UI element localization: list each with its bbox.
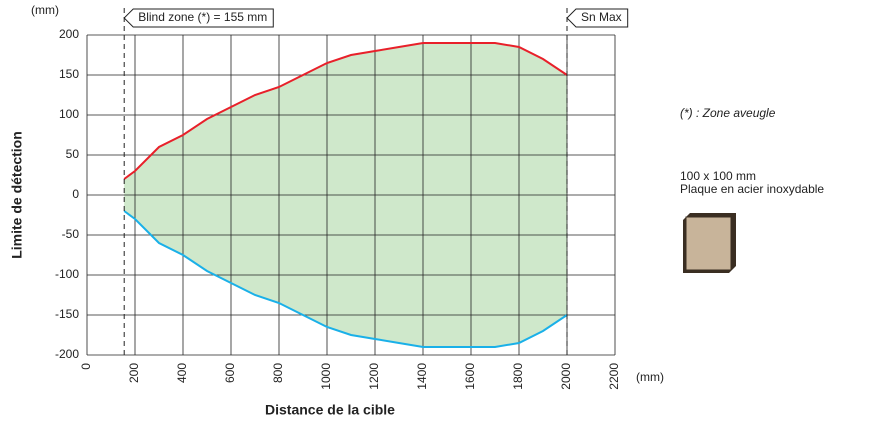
y-unit: (mm): [31, 3, 59, 17]
x-axis-title: Distance de la cible: [265, 402, 395, 418]
x-tick-label: 600: [223, 363, 237, 383]
y-tick-label: 150: [59, 67, 79, 81]
x-tick-label: 2200: [607, 363, 621, 390]
y-axis-title: Limite de détection: [9, 131, 25, 259]
y-tick-label: -200: [55, 347, 79, 361]
x-tick-label: 200: [127, 363, 141, 383]
note: (*) : Zone aveugle: [680, 106, 776, 120]
note: Plaque en acier inoxydable: [680, 182, 824, 196]
x-tick-label: 400: [175, 363, 189, 383]
x-tick-label: 1200: [367, 363, 381, 390]
y-tick-label: -100: [55, 267, 79, 281]
marker-label: Sn Max: [581, 10, 622, 24]
y-tick-label: 50: [66, 147, 80, 161]
y-tick-label: -50: [62, 227, 80, 241]
note: 100 x 100 mm: [680, 169, 756, 183]
y-tick-label: 100: [59, 107, 79, 121]
y-tick-label: 0: [72, 187, 79, 201]
x-tick-label: 1400: [415, 363, 429, 390]
x-tick-label: 1000: [319, 363, 333, 390]
x-unit: (mm): [636, 370, 664, 384]
x-tick-label: 0: [79, 363, 93, 370]
x-tick-label: 1800: [511, 363, 525, 390]
x-tick-label: 1600: [463, 363, 477, 390]
plate-icon: [683, 213, 736, 273]
marker-label: Blind zone (*) = 155 mm: [138, 10, 267, 24]
y-tick-label: -150: [55, 307, 79, 321]
x-tick-label: 800: [271, 363, 285, 383]
x-tick-label: 2000: [559, 363, 573, 390]
chart: (mm) (mm) Limite de détection Distance d…: [0, 0, 877, 427]
y-tick-label: 200: [59, 27, 79, 41]
